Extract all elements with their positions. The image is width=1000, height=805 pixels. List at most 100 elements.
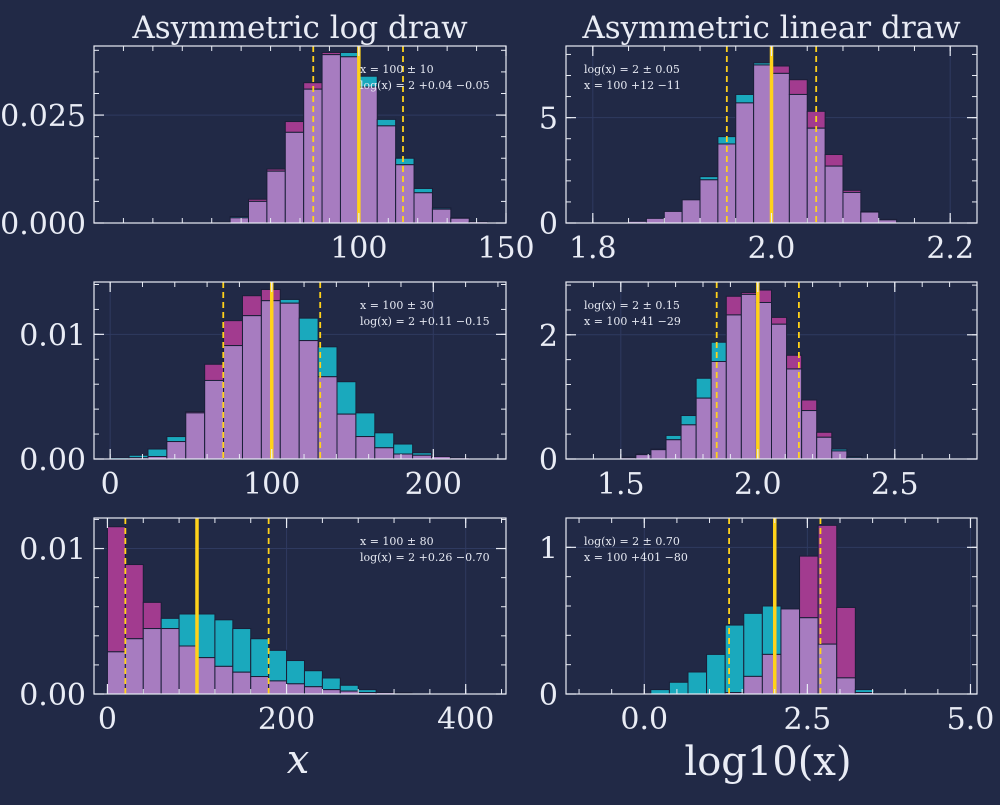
x-tick-label: 2.0 [748, 231, 796, 266]
hist-bar-overlap [230, 218, 248, 223]
x-tick-label: 200 [258, 702, 315, 737]
hist-bar-overlap [269, 681, 287, 694]
x-tick-label: 2.2 [926, 231, 974, 266]
x-axis-label: x [287, 737, 310, 783]
hist-bar-overlap [394, 454, 413, 459]
hist-bar-top [205, 364, 224, 380]
hist-bar-top [736, 94, 754, 102]
y-tick-label: 2 [539, 319, 558, 354]
y-tick-label: 0.000 [0, 207, 86, 242]
x-tick-label: 100 [243, 467, 300, 502]
hist-bar-overlap [736, 103, 754, 223]
hist-bar-overlap [700, 180, 718, 223]
panel-annotation: log(x) = 2 +0.26 −0.70 [360, 551, 490, 564]
y-tick-label: 0.00 [19, 443, 86, 478]
panel-annotation: log(x) = 2 ± 0.05 [584, 63, 680, 76]
hist-bar-overlap [754, 65, 772, 223]
y-tick-label: 0.00 [19, 678, 86, 713]
hist-bar-top [322, 678, 340, 690]
hist-bar-overlap [205, 380, 224, 459]
panel-annotation: x = 100 +12 −11 [584, 79, 681, 92]
hist-bar-overlap [666, 440, 681, 459]
hist-bar-overlap [744, 676, 763, 694]
hist-bar-top [669, 682, 688, 694]
x-tick-label: 150 [477, 231, 534, 266]
hist-bar-overlap [359, 87, 377, 223]
hist-bar-overlap [800, 618, 819, 694]
hist-bar-overlap [242, 316, 261, 459]
x-tick-label: 100 [330, 231, 387, 266]
hist-bar-overlap [233, 672, 251, 694]
y-tick-label: 0 [539, 678, 558, 713]
hist-bar-overlap [161, 629, 179, 694]
hist-bar-top [148, 449, 167, 456]
hist-bar-overlap [280, 303, 299, 459]
hist-bar-overlap [843, 192, 861, 223]
panel-annotation: log(x) = 2 +0.11 −0.15 [360, 315, 490, 328]
x-tick-label: 1.8 [569, 231, 617, 266]
y-tick-label: 1 [539, 531, 558, 566]
hist-bar-top [299, 318, 318, 340]
hist-bar-overlap [340, 57, 358, 223]
hist-bar-overlap [285, 132, 303, 223]
panel-annotation: x = 100 ± 10 [360, 63, 434, 76]
hist-bar-overlap [179, 646, 197, 694]
hist-bar-top [125, 565, 143, 639]
x-tick-label: 2.5 [784, 702, 832, 737]
x-tick-label: 2.0 [734, 467, 782, 502]
hist-bar-overlap [107, 652, 125, 694]
hist-bar-overlap [646, 218, 664, 223]
hist-bar-overlap [832, 451, 847, 459]
hist-bar-overlap [215, 666, 233, 694]
hist-bar-overlap [681, 425, 696, 459]
hist-bar-top [167, 437, 186, 442]
panel-annotation: x = 100 +401 −80 [584, 551, 688, 564]
hist-bar-overlap [741, 294, 756, 459]
hist-bar-top [396, 158, 414, 164]
hist-bar-overlap [451, 218, 469, 223]
hist-bar-top [304, 671, 322, 687]
hist-bar-overlap [414, 193, 432, 223]
panel-annotation: log(x) = 2 ± 0.15 [584, 299, 680, 312]
hist-bar-top [666, 435, 681, 439]
hist-bar-top [726, 296, 741, 315]
hist-bar-top [251, 639, 269, 677]
x-tick-label: 2.5 [871, 467, 919, 502]
hist-bar-overlap [287, 684, 305, 694]
hist-bar-top [825, 155, 843, 167]
hist-bar-top [107, 527, 125, 652]
hist-bar-top [340, 685, 358, 691]
panel-annotation: log(x) = 2 +0.04 −0.05 [360, 79, 490, 92]
hist-bar-overlap [322, 690, 340, 694]
x-tick-label: 1.5 [597, 467, 645, 502]
hist-bar-overlap [781, 609, 800, 694]
hist-bar-top [161, 618, 179, 628]
hist-bar-top [394, 444, 413, 454]
hist-bar-top [375, 433, 394, 448]
hist-bar-overlap [304, 687, 322, 694]
panel-annotation: x = 100 ± 30 [360, 299, 434, 312]
hist-bar-overlap [375, 448, 394, 459]
hist-bar-overlap [251, 677, 269, 694]
hist-bar-top [337, 382, 356, 414]
hist-bar-top [269, 650, 287, 681]
hist-bar-top [688, 672, 707, 694]
hist-bar-top [762, 606, 781, 654]
y-tick-label: 0 [539, 443, 558, 478]
hist-bar-top [651, 690, 670, 694]
y-tick-label: 0 [539, 207, 558, 242]
x-axis-label: log10(x) [684, 739, 851, 785]
hist-bar-overlap [651, 450, 666, 459]
hist-bar-overlap [817, 437, 832, 459]
hist-bar-top [744, 613, 763, 676]
hist-bar-top [800, 556, 819, 618]
hist-bar-overlap [197, 658, 215, 694]
hist-bar-top [197, 614, 215, 658]
hist-bar-overlap [726, 315, 741, 459]
hist-bar-overlap [762, 654, 781, 694]
x-tick-label: 0 [98, 702, 117, 737]
hist-bar-top [287, 661, 305, 684]
